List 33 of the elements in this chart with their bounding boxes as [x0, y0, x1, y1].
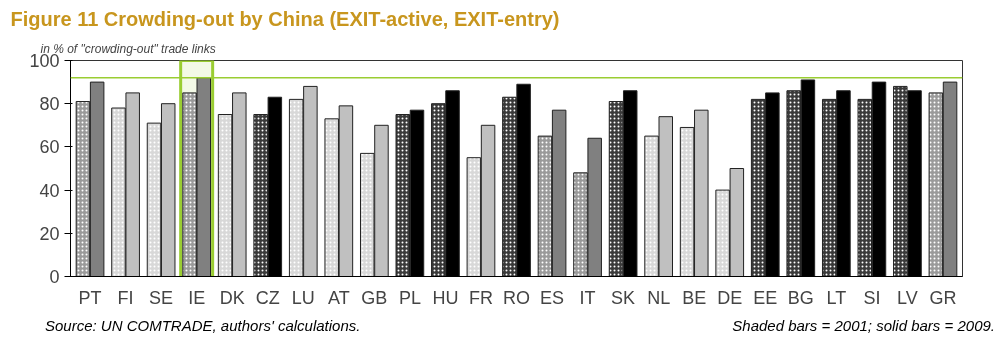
- y-tick-label: 60: [39, 137, 60, 158]
- x-tick-label: IE: [188, 287, 206, 308]
- x-tick-label: EE: [753, 287, 778, 308]
- text: Shaded bars = 2001; solid bars = 2009.: [732, 316, 995, 336]
- x-tick-label: LT: [826, 287, 847, 308]
- x-tick-label: DE: [717, 287, 743, 308]
- x-tick-label: PL: [398, 287, 421, 308]
- x-tick-label: BG: [787, 287, 814, 308]
- x-tick-label: IT: [579, 287, 596, 308]
- x-tick-label: ES: [540, 287, 565, 308]
- y-tick-label: 0: [49, 267, 60, 287]
- source-note: Source: UN COMTRADE, authors' calculations.: [45, 316, 361, 336]
- x-tick-label: FI: [117, 287, 134, 308]
- chart-title: Figure 11 Crowding-out by China (EXIT-active, EXIT-entry): [10, 7, 560, 30]
- x-tick-label: LV: [897, 287, 918, 308]
- x-tick-label: SK: [611, 287, 636, 308]
- y-tick-label: 20: [39, 223, 60, 244]
- x-tick-label: BE: [682, 287, 707, 308]
- x-tick-label: SE: [149, 287, 174, 308]
- x-tick-label: DK: [219, 287, 245, 308]
- x-tick-label: HU: [432, 287, 459, 308]
- x-tick-label: FR: [468, 287, 493, 308]
- x-tick-label: SI: [863, 287, 881, 308]
- y-tick-label: 40: [39, 180, 60, 201]
- x-tick-label: GB: [361, 287, 388, 308]
- x-tick-label: NL: [647, 287, 671, 308]
- x-tick-label: CZ: [255, 287, 280, 308]
- x-tick-label: AT: [327, 287, 350, 308]
- y-tick-label: 80: [39, 94, 60, 115]
- x-tick-label: LU: [291, 287, 315, 308]
- x-tick-label: PT: [78, 287, 102, 308]
- x-tick-label: RO: [503, 287, 530, 308]
- x-tick-label: GR: [929, 287, 957, 308]
